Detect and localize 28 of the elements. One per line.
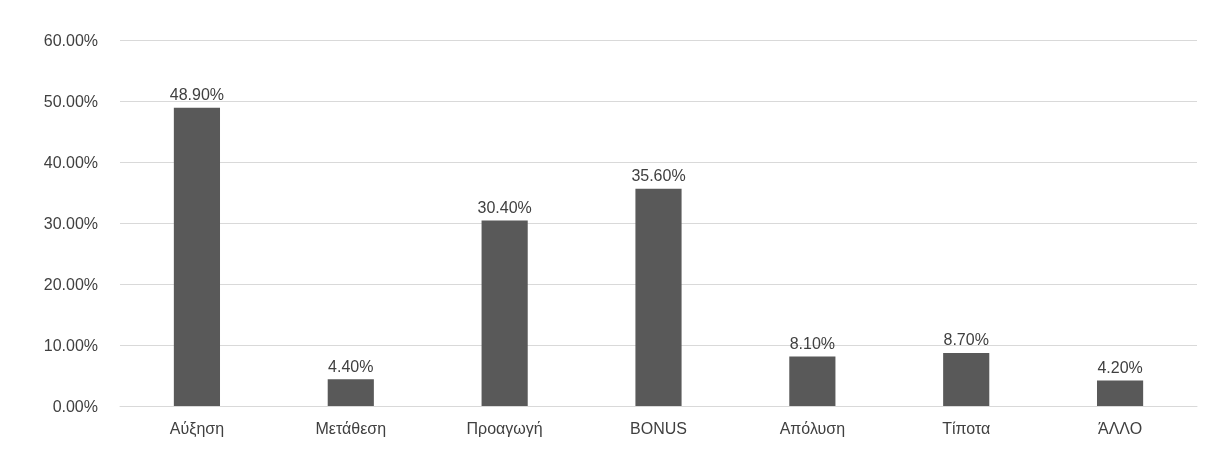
y-tick-label: 0.00% [52,397,98,415]
bar [481,220,528,406]
data-label: 48.90% [169,86,225,104]
data-label: 8.70% [943,331,989,349]
x-tick-label: Απόλυση [779,419,846,437]
bar [1096,380,1144,406]
x-tick-label: Προαγωγή [466,419,543,437]
y-tick-label: 20.00% [43,275,98,293]
data-label: 4.40% [328,357,374,375]
y-tick-label: 60.00% [43,31,98,49]
bar [173,107,221,406]
x-tick-label: Τίποτα [942,419,991,437]
x-tick-label: Μετάθεση [315,419,387,437]
bar [943,352,990,406]
y-tick-label: 40.00% [43,153,98,171]
x-tick-label: ΆΛΛΟ [1097,419,1143,437]
y-tick-label: 50.00% [43,92,98,110]
data-label: 30.40% [477,199,532,217]
y-tick-label: 10.00% [43,336,98,354]
x-tick-label: Αύξηση [169,419,225,438]
y-tick-label: 30.00% [43,214,98,232]
bar [327,379,374,406]
bar [789,356,836,406]
bar [635,188,682,406]
data-label: 8.10% [789,335,836,353]
data-label: 35.60% [631,167,686,185]
data-label: 4.20% [1097,358,1143,376]
x-tick-label: BONUS [630,419,687,437]
